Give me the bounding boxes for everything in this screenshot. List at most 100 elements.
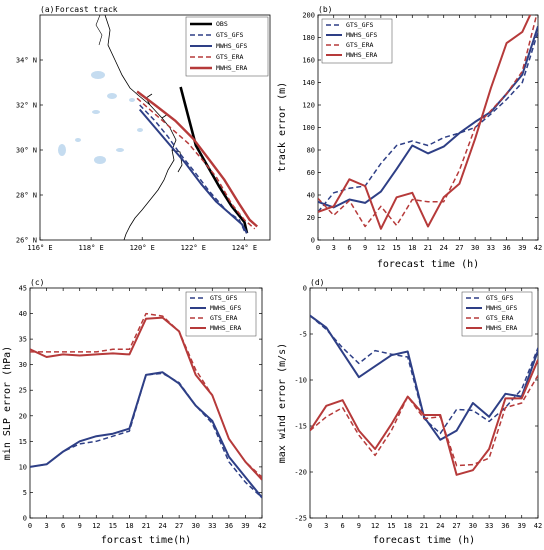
legend-label: MWHS_GFS (210, 304, 241, 312)
x-tick-label: 30 (191, 522, 199, 530)
panel-c: (c) forcast time(h) min SLP error (hPa) … (2, 278, 266, 546)
panel-d-series (310, 314, 538, 476)
y-tick-label: 30 (19, 361, 27, 369)
lat-tick-label: 30° N (16, 147, 37, 155)
series-line-gts-era (318, 15, 538, 228)
legend-label: MWHS_GFS (486, 304, 517, 312)
x-tick-label: 42 (534, 522, 542, 530)
x-tick-label: 30 (471, 244, 479, 252)
panel-c-xlabel: forcast time(h) (101, 535, 191, 546)
panel-c-tag: (c) (30, 278, 44, 287)
y-tick-label: 10 (19, 463, 27, 471)
panel-a: (a) Forcast track 116° E 118° E 120° E 122°… (16, 5, 271, 253)
x-tick-label: 0 (308, 522, 312, 530)
x-tick-label: 24 (436, 522, 444, 530)
panel-b-series (318, 15, 538, 230)
panel-d-tag: (d) (310, 278, 324, 287)
x-tick-label: 36 (501, 522, 509, 530)
x-tick-label: 21 (420, 522, 428, 530)
x-tick-label: 39 (518, 244, 526, 252)
y-tick-label: 180 (302, 34, 315, 42)
lon-tick-label: 124° E (232, 244, 257, 252)
border-map-feature (95, 14, 103, 46)
legend-label: GTS_ERA (216, 53, 243, 61)
x-tick-label: 9 (78, 522, 82, 530)
panel-b-axes: 0 3 6 9 12 15 18 21 24 27 30 33 36 39 4202040608010012… (302, 12, 542, 253)
legend-label: MWHS_ERA (216, 64, 247, 72)
y-tick-label: 40 (19, 310, 27, 318)
panel-b-ylabel: track error (m) (277, 82, 288, 172)
y-tick-label: 5 (23, 489, 27, 497)
y-tick-label: 80 (307, 147, 315, 155)
x-tick-label: 0 (316, 244, 320, 252)
x-tick-label: 3 (44, 522, 48, 530)
panel-c-legend: GTS_GFS MWHS_GFS GTS_ERA MWHS_ERA (185, 291, 257, 337)
x-tick-label: 12 (92, 522, 100, 530)
series-line-mwhs-era (30, 316, 262, 481)
legend-label: MWHS_ERA (486, 324, 517, 332)
y-tick-label: 0 (311, 237, 315, 245)
x-tick-label: 42 (534, 244, 542, 252)
x-tick-label: 18 (408, 244, 416, 252)
lon-tick-label: 118° E (78, 244, 103, 252)
x-tick-label: 12 (371, 522, 379, 530)
y-tick-label: 20 (19, 412, 27, 420)
lon-tick-label: 116° E (27, 244, 52, 252)
panel-b-xlabel: forecast time (h) (377, 259, 479, 270)
x-tick-label: 27 (175, 522, 183, 530)
x-tick-label: 9 (363, 244, 367, 252)
y-tick-label: 0 (23, 515, 27, 523)
x-tick-label: 27 (455, 244, 463, 252)
x-tick-label: 3 (332, 244, 336, 252)
y-tick-label: 60 (307, 169, 315, 177)
y-tick-label: 200 (302, 12, 315, 20)
panel-a-axes: 116° E 118° E 120° E 122° E 124° E 26° N 28° N… (16, 57, 257, 253)
panel-a-title: Forcast track (55, 5, 118, 14)
x-tick-label: 18 (403, 522, 411, 530)
x-tick-label: 39 (517, 522, 525, 530)
x-tick-label: 3 (324, 522, 328, 530)
x-tick-label: 36 (225, 522, 233, 530)
panel-d: (d) forecast time (h) max wind error (m/… (277, 278, 542, 546)
panel-b-tag: (b) (318, 5, 332, 14)
panel-a-tag: (a) (40, 5, 54, 14)
x-tick-label: 24 (439, 244, 447, 252)
x-tick-label: 6 (340, 522, 344, 530)
x-tick-label: 33 (208, 522, 216, 530)
x-tick-label: 42 (258, 522, 266, 530)
legend-label: GTS_ERA (210, 314, 237, 322)
y-tick-label: 100 (302, 124, 315, 132)
legend-label: GTS_ERA (486, 314, 513, 322)
y-tick-label: 35 (19, 336, 27, 344)
series-line-mwhs-era (318, 15, 532, 230)
panel-b-legend: GTS_GFS MWHS_GFS GTS_ERA MWHS_ERA (321, 18, 393, 64)
series-line-mwhs-era (310, 359, 538, 476)
series-line-gts-gfs (318, 31, 538, 213)
legend-label: MWHS_GFS (216, 42, 247, 50)
x-tick-label: 6 (61, 522, 65, 530)
y-tick-label: 0 (303, 285, 307, 293)
legend-label: GTS_GFS (486, 294, 513, 302)
y-tick-label: -5 (299, 331, 307, 339)
legend-label: GTS_ERA (346, 41, 373, 49)
series-line-mwhs-gfs (310, 314, 538, 441)
x-tick-label: 24 (158, 522, 166, 530)
lon-tick-label: 122° E (181, 244, 206, 252)
panel-a-tracks (136, 86, 258, 234)
x-tick-label: 15 (387, 522, 395, 530)
lat-tick-label: 34° N (16, 57, 37, 65)
y-tick-label: -15 (294, 423, 307, 431)
y-tick-label: 120 (302, 102, 315, 110)
x-tick-label: 15 (109, 522, 117, 530)
x-tick-label: 30 (469, 522, 477, 530)
track-mwhs-era (136, 90, 258, 228)
lat-tick-label: 26° N (16, 237, 37, 245)
x-tick-label: 9 (357, 522, 361, 530)
x-tick-label: 18 (125, 522, 133, 530)
panel-b: (b) forecast time (h) track error (m) 0 3… (277, 5, 542, 270)
track-mwhs-gfs (138, 108, 248, 234)
y-tick-label: -20 (294, 469, 307, 477)
panel-d-axes: 0 3 6 9 12 15 18 21 24 27 30 33 36 39 42-25-20-15-10-5… (294, 285, 542, 531)
series-line-gts-era (310, 375, 538, 467)
